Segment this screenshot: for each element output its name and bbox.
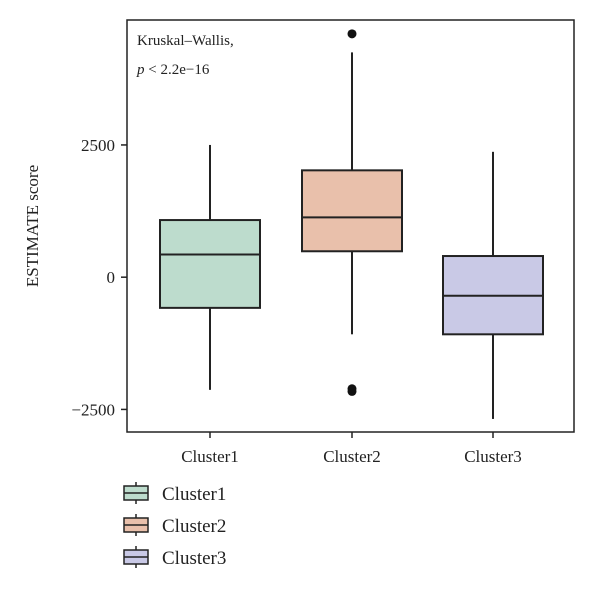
y-tick-label: −2500 [71, 400, 115, 419]
box-cluster2 [301, 29, 403, 396]
y-tick-label: 0 [107, 268, 116, 287]
p-value-label: p < 2.2e−16 [136, 62, 210, 78]
x-axis: Cluster1 Cluster2 Cluster3 [181, 432, 522, 466]
outlier-point [347, 29, 357, 39]
x-tick-label: Cluster3 [464, 447, 522, 466]
boxes [159, 29, 544, 419]
box-body [301, 169, 403, 253]
legend-item-cluster3: Cluster3 [123, 546, 226, 569]
legend-label: Cluster2 [162, 516, 226, 537]
y-axis: −2500 0 2500 [71, 136, 127, 419]
box-cluster1 [159, 144, 261, 390]
y-axis-title: ESTIMATE score [23, 165, 42, 287]
x-tick-label: Cluster1 [181, 447, 239, 466]
legend-label: Cluster3 [162, 548, 226, 569]
legend-label: Cluster1 [162, 484, 226, 505]
p-value-text: < 2.2e−16 [145, 62, 210, 78]
test-name-label: Kruskal–Wallis, [137, 33, 234, 49]
legend-item-cluster1: Cluster1 [123, 482, 226, 505]
box-body [159, 219, 261, 309]
box-cluster3 [442, 151, 544, 419]
p-symbol: p [136, 62, 145, 78]
y-tick-label: 2500 [81, 136, 115, 155]
outlier-point [347, 386, 357, 396]
x-tick-label: Cluster2 [323, 447, 381, 466]
plot-panel [126, 19, 575, 433]
legend-item-cluster2: Cluster2 [123, 514, 226, 537]
legend: Cluster1 Cluster2 Cluster3 [123, 482, 226, 569]
